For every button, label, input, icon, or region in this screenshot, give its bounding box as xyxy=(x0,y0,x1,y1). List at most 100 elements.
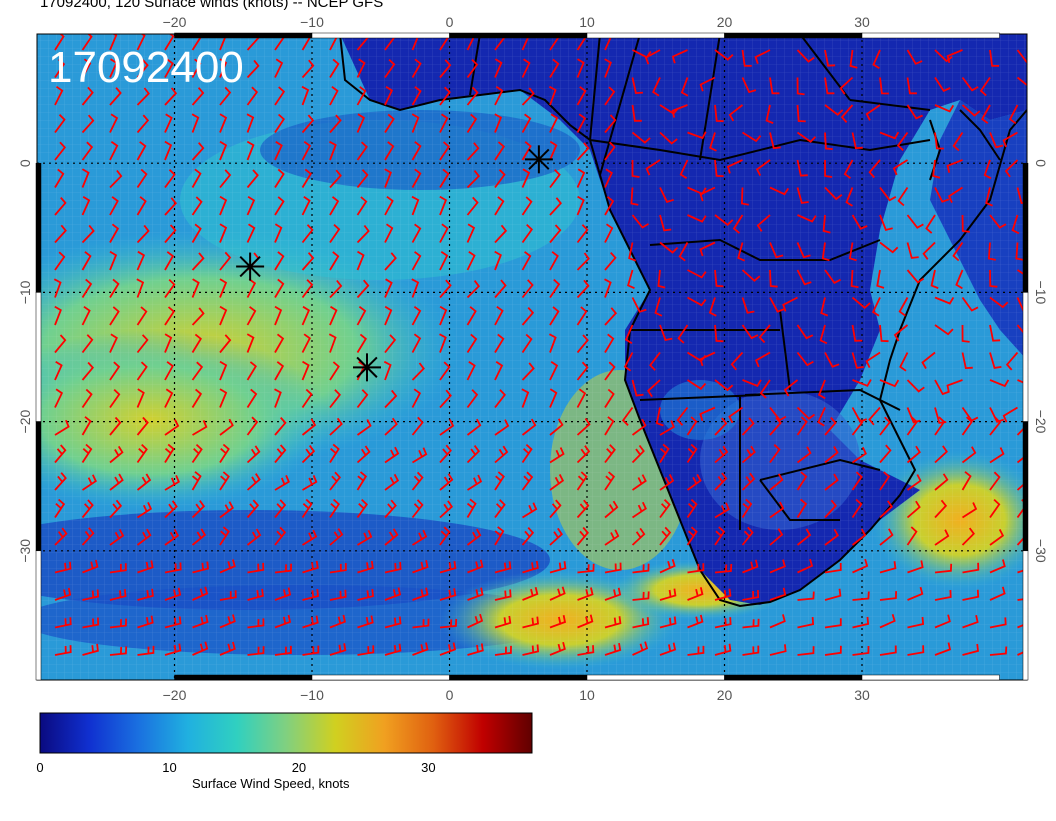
wind-barb xyxy=(494,419,510,436)
wind-barb xyxy=(604,587,622,601)
coastlines xyxy=(339,34,1027,608)
wind-barb xyxy=(357,560,374,574)
wind-barb xyxy=(879,186,897,202)
wind-barb xyxy=(439,223,449,243)
wind-barb xyxy=(627,269,635,290)
lon-band xyxy=(724,32,863,39)
wind-barb xyxy=(521,58,531,78)
wind-barb xyxy=(329,140,337,161)
wind-barb xyxy=(136,443,148,464)
wind-barb xyxy=(934,416,946,436)
wind-barb xyxy=(848,242,857,262)
wind-barb xyxy=(411,113,420,133)
wind-barb xyxy=(989,269,998,288)
wind-barb xyxy=(769,77,780,95)
wind-barb xyxy=(631,104,642,122)
wind-barb xyxy=(466,418,482,436)
wind-barb xyxy=(274,223,283,243)
wind-barb xyxy=(851,528,867,546)
wind-barb xyxy=(54,388,64,408)
wind-barb xyxy=(852,645,870,656)
wind-barb xyxy=(466,250,476,271)
wind-barb xyxy=(384,499,397,519)
wind-barb xyxy=(687,587,704,601)
wind-barb xyxy=(961,471,972,491)
wind-barb xyxy=(54,527,68,546)
wind-barb xyxy=(54,114,66,134)
wind-barb xyxy=(54,587,72,601)
wind-barb xyxy=(843,159,854,179)
wind-barb xyxy=(466,196,479,216)
wind-barb xyxy=(604,642,622,656)
wind-barb xyxy=(686,473,702,491)
wind-barb xyxy=(989,586,1006,601)
wind-barb xyxy=(742,559,759,574)
wind-barb xyxy=(769,644,787,656)
wind-barb xyxy=(714,502,730,519)
wind-barb xyxy=(301,168,312,188)
wind-barb xyxy=(647,379,661,398)
wind-barb xyxy=(946,379,963,393)
wind-barb xyxy=(246,333,255,353)
wind-barb xyxy=(191,58,202,78)
wind-barb xyxy=(1005,351,1019,371)
wind-barb xyxy=(494,360,504,381)
wind-barb xyxy=(439,361,451,381)
wind-barb xyxy=(898,297,909,317)
wind-barb xyxy=(730,351,744,371)
wind-barb xyxy=(191,307,205,326)
wind-barb xyxy=(301,388,313,409)
wind-barb xyxy=(136,278,145,298)
wind-barb xyxy=(466,528,482,546)
wind-barb xyxy=(522,586,539,601)
wind-barb xyxy=(979,76,991,97)
wind-barb xyxy=(329,389,341,409)
wind-barb xyxy=(604,471,616,491)
wind-barb xyxy=(769,269,778,288)
wind-barb xyxy=(714,643,732,656)
wind-barb xyxy=(301,333,311,353)
wind-barb xyxy=(357,589,374,601)
wind-barb xyxy=(714,445,729,464)
lon-band xyxy=(861,32,1000,39)
wind-barb xyxy=(865,351,881,368)
wind-barb xyxy=(466,59,479,79)
wind-barb xyxy=(301,360,310,381)
lon-band xyxy=(449,32,588,39)
wind-barb xyxy=(219,223,228,243)
wind-barb xyxy=(839,76,854,95)
wind-barb xyxy=(329,305,338,326)
wind-barb xyxy=(164,34,175,51)
wind-barb xyxy=(466,445,480,464)
lat-tick-label-right: −10 xyxy=(1033,281,1049,305)
lat-band xyxy=(35,550,42,681)
wind-barb xyxy=(961,296,979,312)
wind-barb xyxy=(796,406,816,420)
wind-barb xyxy=(411,86,422,106)
wind-barb xyxy=(302,645,320,656)
wind-barb xyxy=(54,617,72,629)
wind-barb xyxy=(411,388,422,408)
wind-barb xyxy=(907,586,924,601)
wind-barb xyxy=(274,140,283,161)
wind-barb xyxy=(851,214,868,230)
wind-barb xyxy=(411,251,422,271)
wind-barb xyxy=(356,305,367,326)
wind-barb xyxy=(53,278,62,298)
wind-barb xyxy=(741,526,754,546)
wind-barb xyxy=(274,278,285,298)
wind-barb xyxy=(922,241,936,260)
wind-barb xyxy=(81,416,92,436)
wind-barb xyxy=(680,77,689,97)
wind-barb xyxy=(679,159,689,180)
wind-barb xyxy=(164,278,176,299)
wind-barb xyxy=(906,77,917,95)
wind-barb xyxy=(136,528,152,546)
wind-barb xyxy=(576,306,588,326)
wind-barb xyxy=(301,445,316,464)
wind-barb xyxy=(961,446,977,464)
wind-barb xyxy=(81,34,93,51)
wind-barb xyxy=(906,242,919,259)
wind-barb xyxy=(817,379,826,400)
wind-barb xyxy=(549,447,565,464)
